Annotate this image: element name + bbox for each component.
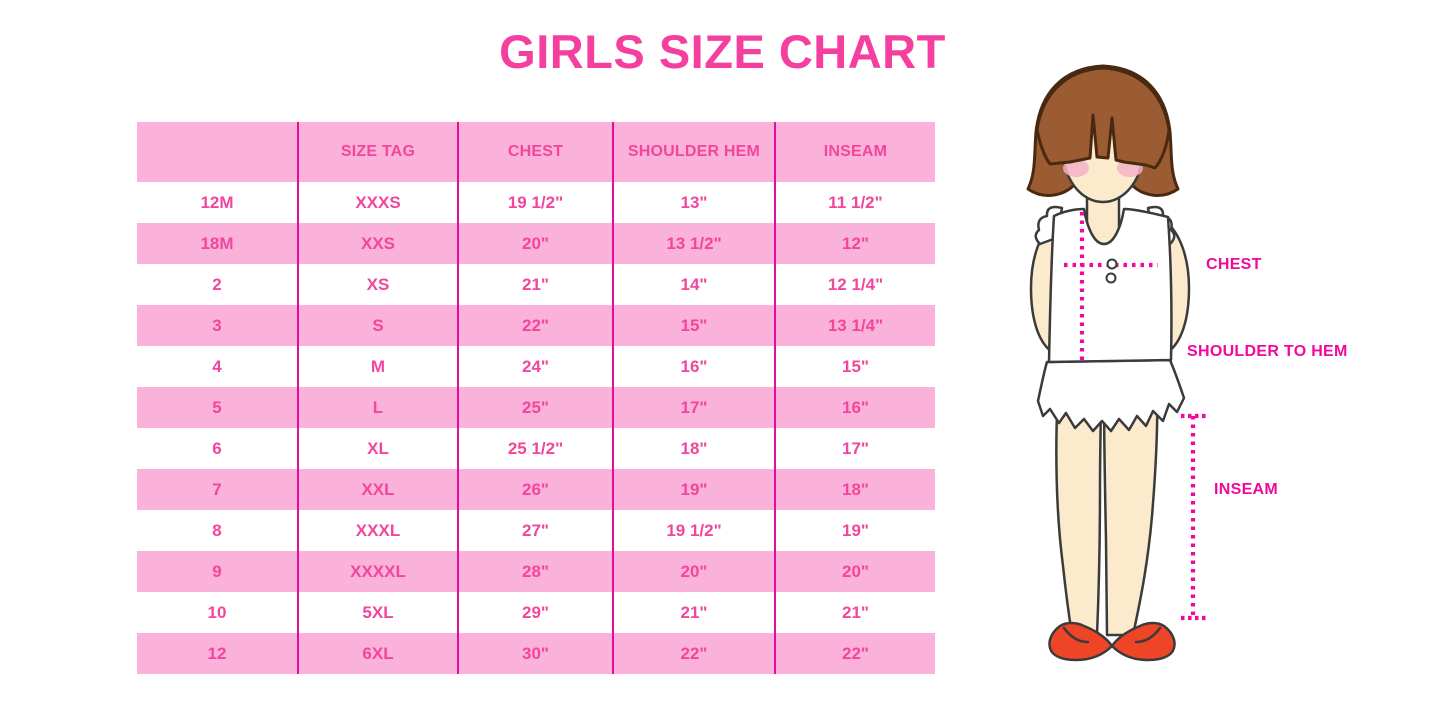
table-cell: 6XL: [297, 633, 458, 674]
table-cell: 14": [612, 264, 775, 305]
table-cell: 4: [212, 356, 222, 376]
table-cell: 26": [457, 469, 613, 510]
table-cell: 21": [457, 264, 613, 305]
girl-leg-right: [1102, 386, 1159, 637]
table-cell: 25": [457, 387, 613, 428]
table-cell: 6: [212, 438, 222, 458]
size-table-header: SIZE TAG CHEST SHOULDER HEM INSEAM: [137, 122, 935, 182]
table-cell: XXL: [297, 469, 458, 510]
shoe-strap-left: [1062, 626, 1090, 644]
table-row: 12M XXXS 19 1/2" 13" 11 1/2": [137, 182, 935, 223]
table-cell: 17": [774, 428, 935, 469]
table-row: 2 XS 21" 14" 12 1/4": [137, 264, 935, 305]
table-cell: 19 1/2": [612, 510, 775, 551]
table-row: 3 S 22" 15" 13 1/4": [137, 305, 935, 346]
table-cell: 12": [774, 223, 935, 264]
girl-bangs: [1035, 66, 1171, 170]
table-cell: 19 1/2": [457, 182, 613, 223]
chest-label: CHEST: [1206, 256, 1262, 273]
table-cell: 3: [137, 305, 298, 346]
table-cell: XS: [297, 264, 458, 305]
table-row: 10 5XL 29" 21" 21": [137, 592, 935, 633]
table-cell: 5: [137, 387, 298, 428]
table-row: 7 XXL 26" 19" 18": [137, 469, 935, 510]
table-cell: 15": [774, 346, 935, 387]
header-cell-shoulder-hem: SHOULDER HEM: [612, 122, 775, 182]
table-cell: 2: [212, 274, 222, 294]
table-cell: 27": [457, 510, 613, 551]
table-row: 18M XXS 20" 13 1/2" 12": [137, 223, 935, 264]
shoulder-to-hem-label: SHOULDER TO HEM: [1187, 343, 1348, 360]
girls-size-table: SIZE TAG CHEST SHOULDER HEM INSEAM 12M XX…: [137, 122, 935, 674]
header-row: SIZE TAG CHEST SHOULDER HEM INSEAM: [137, 122, 935, 182]
table-cell: 22": [774, 633, 935, 674]
table-cell: 20": [612, 551, 775, 592]
table-cell: 20": [774, 551, 935, 592]
size-table-body: 12M XXXS 19 1/2" 13" 11 1/2" 18M XXS 20" 13 1/2"…: [137, 182, 935, 674]
table-row: 9 XXXXL 28" 20" 20": [137, 551, 935, 592]
girl-illustration: [1026, 64, 1206, 662]
table-cell: S: [297, 305, 458, 346]
table-cell: 29": [457, 592, 613, 633]
table-cell: 12: [137, 633, 298, 674]
girl-skirt: [1036, 358, 1186, 433]
bodice-button-top: [1106, 258, 1118, 270]
table-cell: 13": [612, 182, 775, 223]
table-cell: 11 1/2": [774, 182, 935, 223]
inseam-label: INSEAM: [1214, 481, 1279, 498]
table-cell: 9: [137, 551, 298, 592]
girl-measurement-figure: CHEST SHOULDER TO HEM INSEAM: [1000, 60, 1385, 675]
header-cell-size-tag: SIZE TAG: [297, 122, 458, 182]
table-cell: 19": [612, 469, 775, 510]
table-cell: 22": [612, 633, 775, 674]
table-cell: 18M: [137, 223, 298, 264]
table-cell: 24": [457, 346, 613, 387]
table-cell: 18": [612, 428, 775, 469]
table-row: 5 L 25" 17" 16": [137, 387, 935, 428]
table-cell: 16": [612, 346, 775, 387]
table-cell: 21": [612, 592, 775, 633]
bodice-button-bottom: [1105, 272, 1117, 284]
table-cell: 22": [457, 305, 613, 346]
table-cell: 18": [774, 469, 935, 510]
table-cell: 21": [774, 592, 935, 633]
table-row: 12 6XL 30" 22" 22": [137, 633, 935, 674]
page-title: GIRLS SIZE CHART: [499, 25, 946, 78]
table-cell: 13 1/2": [612, 223, 775, 264]
table-cell: 10: [207, 602, 227, 622]
table-cell: XXXL: [297, 510, 458, 551]
table-cell: XL: [297, 428, 458, 469]
table-cell: 25 1/2": [457, 428, 613, 469]
header-cell-chest: CHEST: [457, 122, 613, 182]
header-cell-inseam: INSEAM: [774, 122, 935, 182]
table-cell: XXXS: [297, 182, 458, 223]
table-cell: XXXXL: [297, 551, 458, 592]
header-cell-size: [137, 122, 298, 182]
table-row: 8 XXXL 27" 19 1/2" 19": [137, 510, 935, 551]
table-row: 6 XL 25 1/2" 18" 17": [137, 428, 935, 469]
table-cell: 13 1/4": [774, 305, 935, 346]
table-cell: XXS: [297, 223, 458, 264]
table-cell: 17": [612, 387, 775, 428]
table-cell: 12M: [200, 192, 234, 212]
girl-bodice: [1047, 207, 1173, 364]
table-cell: 15": [612, 305, 775, 346]
table-cell: 16": [774, 387, 935, 428]
table-cell: 30": [457, 633, 613, 674]
table-cell: L: [297, 387, 458, 428]
table-row: 4 M 24" 16" 15": [137, 346, 935, 387]
table-cell: M: [297, 346, 458, 387]
table-cell: 19": [774, 510, 935, 551]
table-cell: 8: [212, 520, 222, 540]
table-cell: 20": [457, 223, 613, 264]
table-cell: 28": [457, 551, 613, 592]
table-cell: 12 1/4": [774, 264, 935, 305]
table-cell: 7: [137, 469, 298, 510]
shoe-strap-right: [1134, 626, 1162, 644]
table-cell: 5XL: [297, 592, 458, 633]
